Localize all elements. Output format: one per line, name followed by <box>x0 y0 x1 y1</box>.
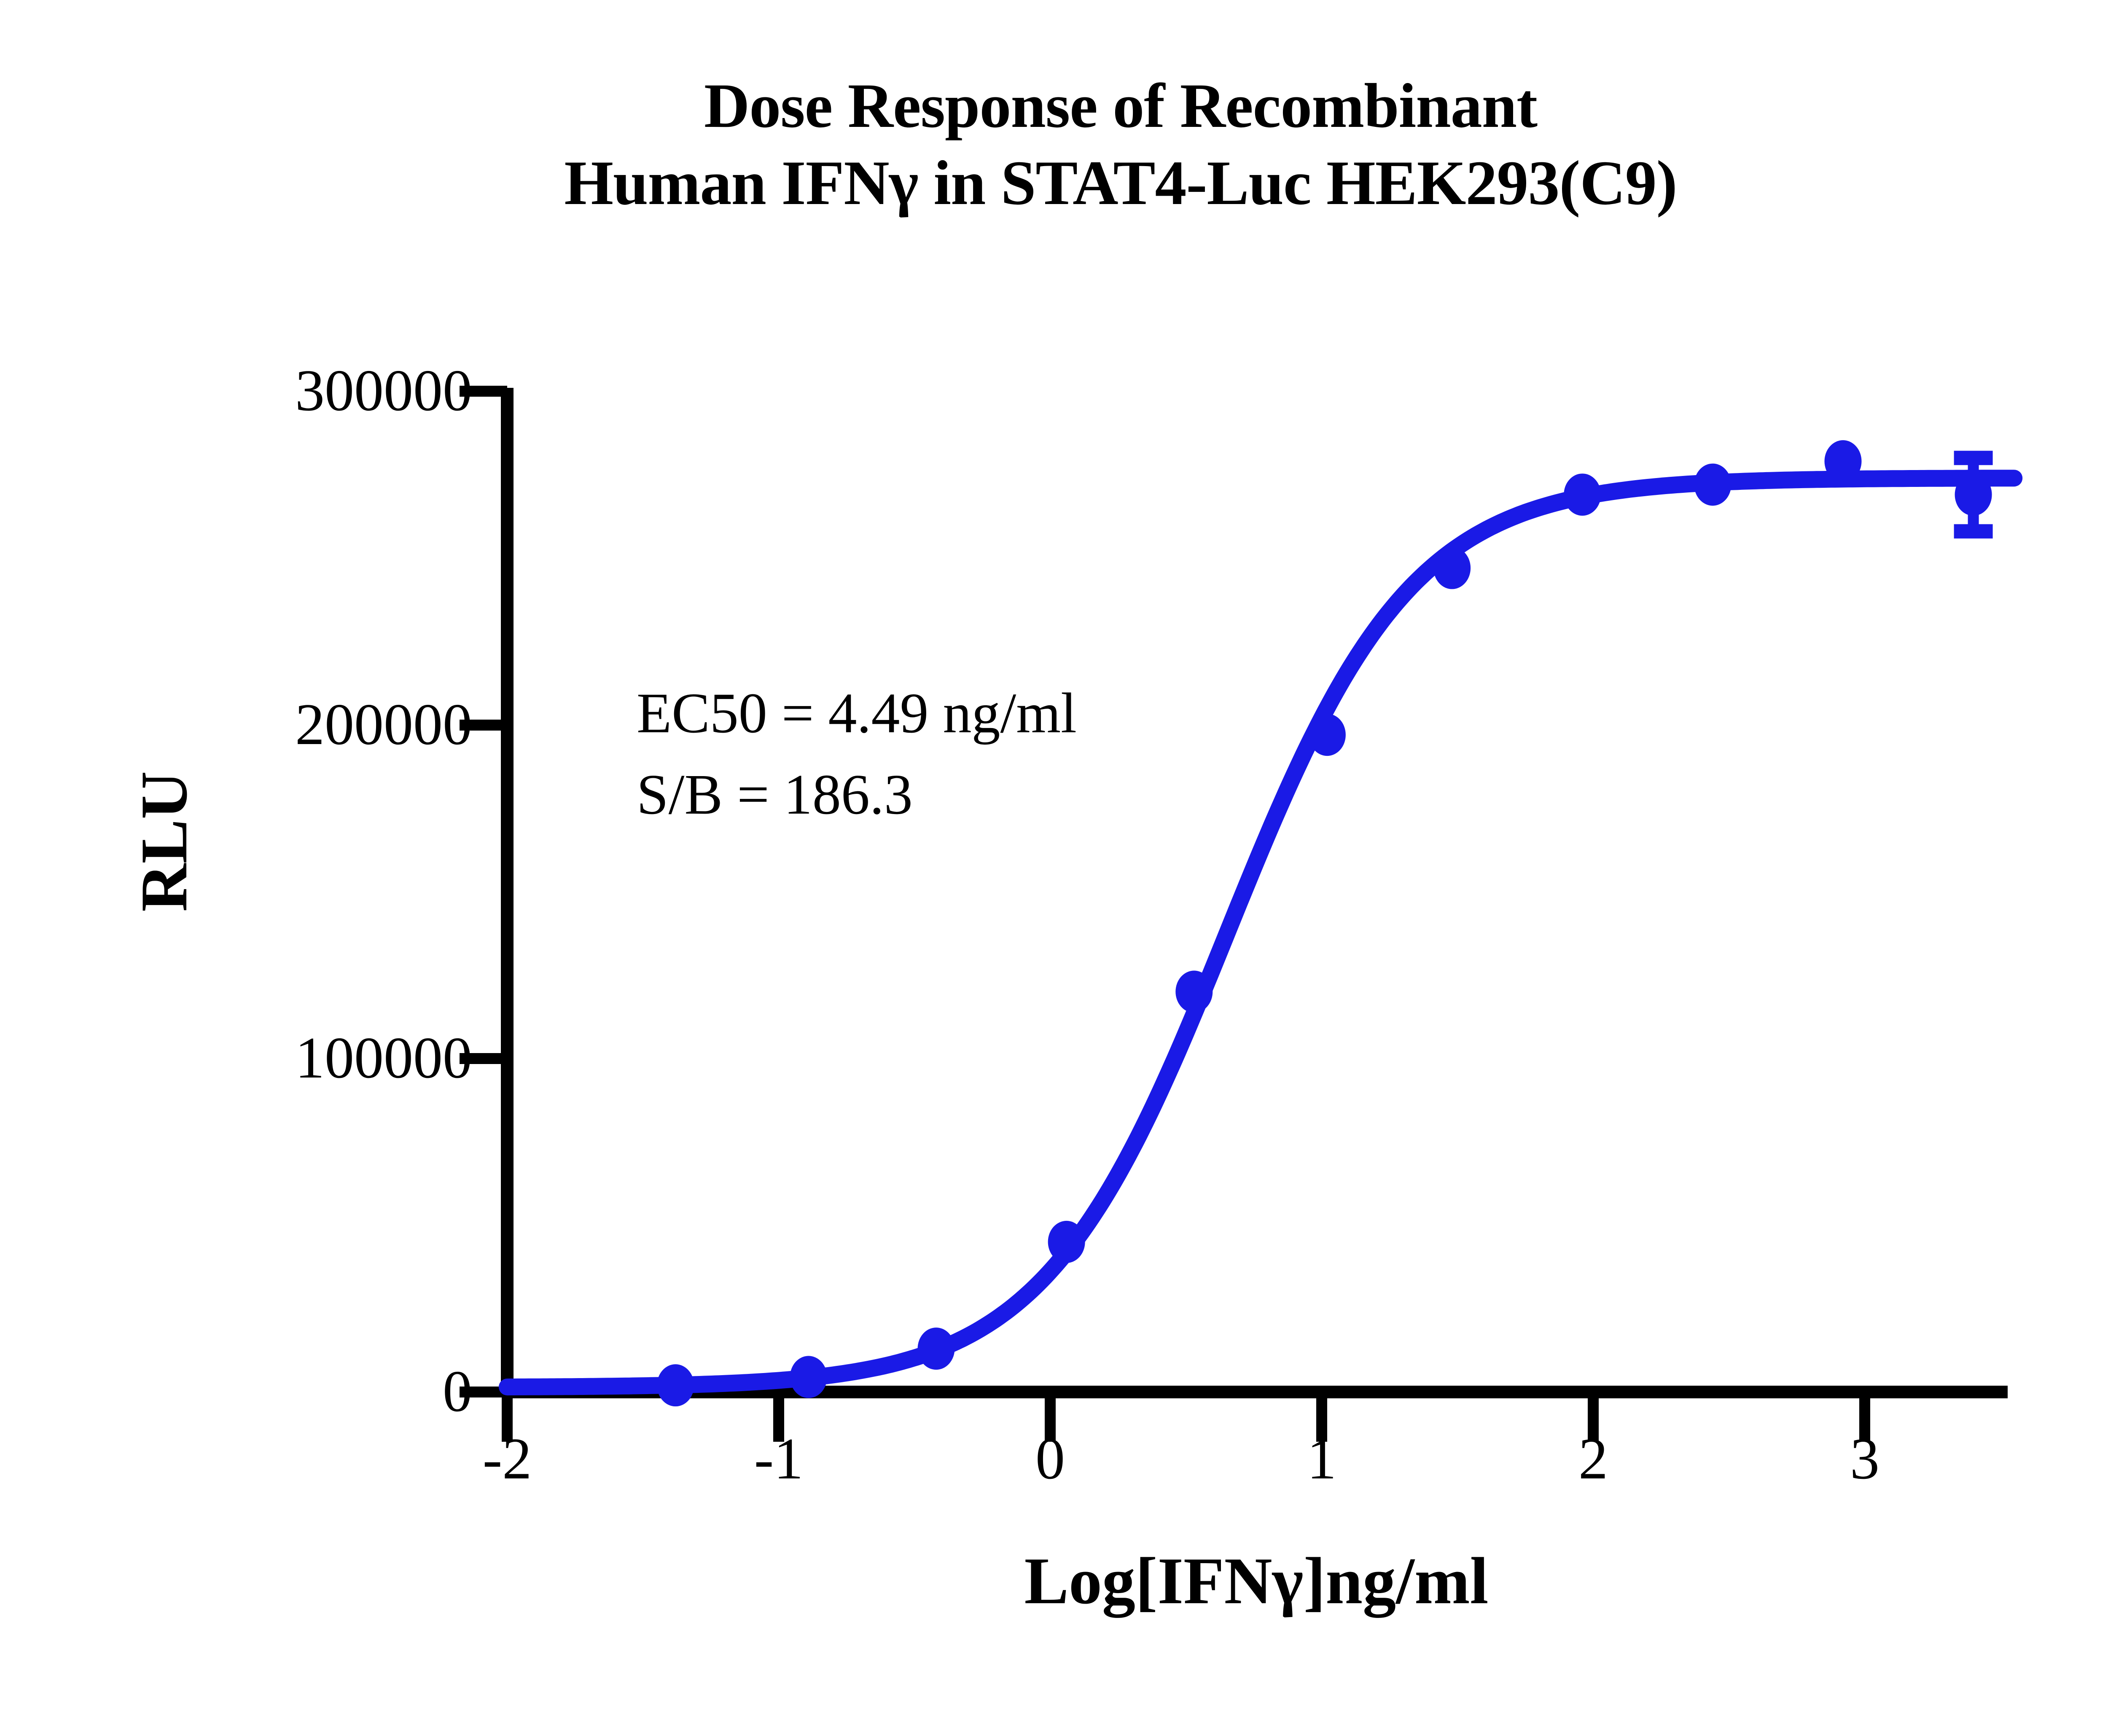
x-axis-title: Log[IFNγ]ng/ml <box>1024 1544 1489 1618</box>
x-tick-marks <box>502 1392 1870 1442</box>
signal-to-background-text: S/B = 186.3 <box>637 763 913 827</box>
data-point-marker[interactable] <box>790 1356 827 1398</box>
data-point-marker[interactable] <box>1308 714 1346 756</box>
data-point-marker[interactable] <box>1955 473 1992 516</box>
y-tick-label: 200000 <box>295 692 472 757</box>
data-point-marker[interactable] <box>657 1364 694 1407</box>
title-line-2: Human IFNγ in STAT4-Luc HEK293(C9) <box>564 148 1677 218</box>
data-point-marker[interactable] <box>1433 547 1471 589</box>
y-tick-label: 100000 <box>295 1025 472 1091</box>
fit-curve <box>499 470 2023 1396</box>
data-markers <box>657 440 1992 1407</box>
data-point-marker[interactable] <box>1694 463 1732 506</box>
data-point-marker[interactable] <box>1564 473 1601 516</box>
axis-lines <box>501 388 2008 1398</box>
fit-parameters-annotation: EC50 = 4.49 ng/ml S/B = 186.3 <box>637 673 1077 836</box>
y-tick-label: 300000 <box>295 358 472 423</box>
title-line-1: Dose Response of Recombinant <box>704 71 1538 141</box>
y-tick-marks <box>460 386 507 1397</box>
data-point-marker[interactable] <box>1824 440 1862 483</box>
data-point-marker[interactable] <box>1175 970 1213 1013</box>
ec50-text: EC50 = 4.49 ng/ml <box>637 682 1077 745</box>
page-title: Dose Response of Recombinant Human IFNγ … <box>0 67 2108 222</box>
data-point-marker[interactable] <box>917 1328 955 1370</box>
data-point-marker[interactable] <box>1048 1220 1085 1263</box>
